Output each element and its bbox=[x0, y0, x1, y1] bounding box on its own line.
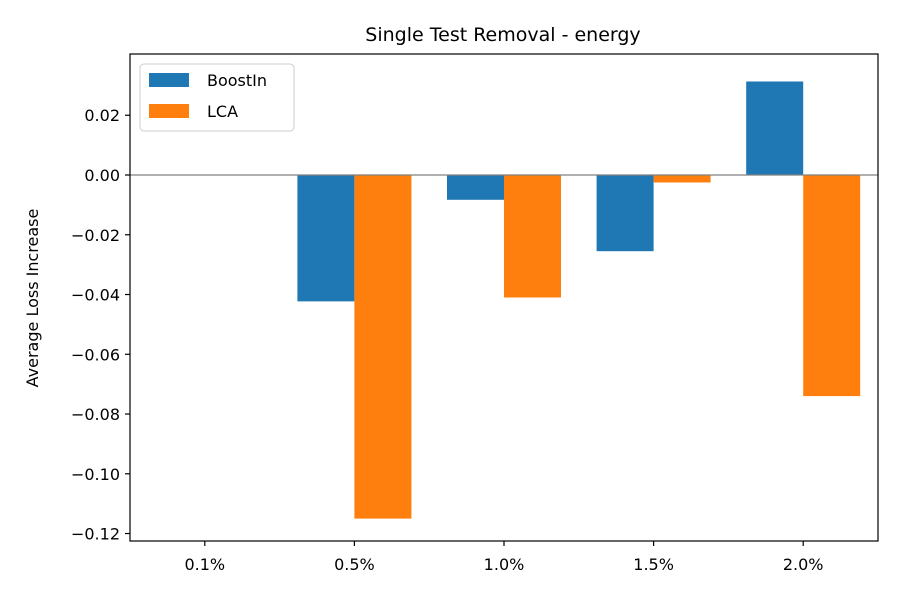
bar-lca-1.0% bbox=[504, 175, 561, 298]
bar-lca-1.5% bbox=[653, 175, 711, 183]
bar-boostin-0.5% bbox=[297, 175, 355, 302]
y-tick-label: 0.02 bbox=[84, 106, 120, 125]
bar-boostin-1.5% bbox=[596, 175, 654, 252]
y-tick-label: −0.06 bbox=[71, 345, 120, 364]
plot-area: 0.02 0.00 −0.02 −0.04 −0.06 −0.08 −0.10 −0.12 0.… bbox=[71, 53, 879, 574]
x-tick-label: 1.5% bbox=[633, 555, 674, 574]
y-tick-label: 0.00 bbox=[84, 166, 120, 185]
chart-title: Single Test Removal - energy bbox=[365, 24, 640, 46]
legend-swatch-lca bbox=[149, 104, 189, 118]
bar-lca-0.5% bbox=[354, 175, 412, 519]
x-tick-label: 0.5% bbox=[334, 555, 375, 574]
legend-swatch-boostin bbox=[149, 73, 189, 87]
bar-lca-2.0% bbox=[803, 175, 861, 397]
y-tick-label: −0.02 bbox=[71, 226, 120, 245]
y-tick-label: −0.08 bbox=[71, 405, 120, 424]
x-tick-label: 1.0% bbox=[484, 555, 525, 574]
legend-label-lca: LCA bbox=[207, 102, 238, 121]
x-tick-label: 0.1% bbox=[184, 555, 225, 574]
bar-boostin-1.0% bbox=[447, 175, 504, 200]
x-tick-label: 2.0% bbox=[783, 555, 824, 574]
legend: BoostIn LCA bbox=[139, 63, 295, 132]
y-axis-label: Average Loss Increase bbox=[23, 209, 42, 388]
y-tick-label: −0.04 bbox=[71, 286, 120, 305]
legend-label-boostin: BoostIn bbox=[207, 71, 267, 90]
y-tick-label: −0.12 bbox=[71, 525, 120, 544]
y-tick-label: −0.10 bbox=[71, 465, 120, 484]
bar-boostin-2.0% bbox=[746, 81, 804, 176]
